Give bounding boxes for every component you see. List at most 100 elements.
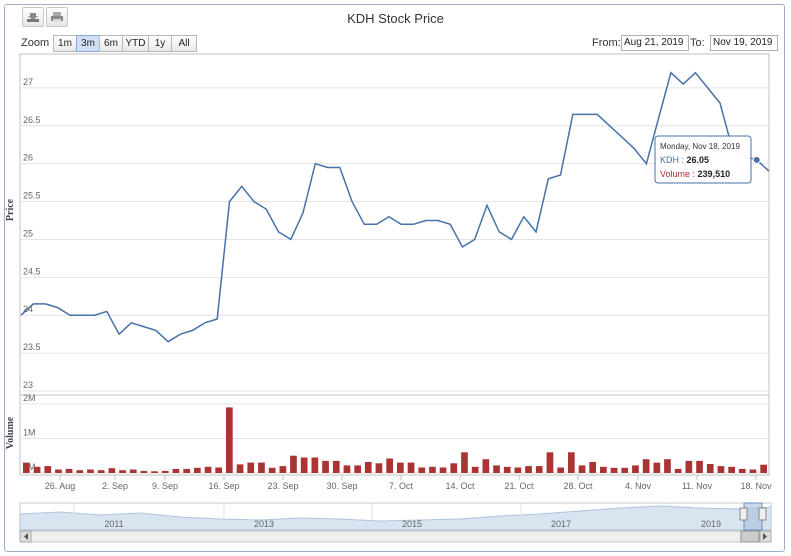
- navigator-year-label: 2019: [701, 519, 721, 529]
- volume-bar: [664, 459, 671, 473]
- volume-bar: [236, 464, 244, 473]
- price-tick-label: 26.5: [23, 115, 41, 125]
- navigator-left-handle[interactable]: [739, 507, 748, 521]
- volume-bar: [674, 468, 682, 473]
- volume-bar: [23, 462, 30, 473]
- volume-bar: [600, 466, 607, 473]
- volume-bar: [300, 457, 308, 473]
- volume-bar: [493, 465, 500, 473]
- x-tick-label: 21. Oct: [504, 481, 534, 491]
- tooltip-price-value: 26.05: [687, 155, 710, 165]
- navigator-year-label: 2015: [402, 519, 422, 529]
- volume-bar: [108, 468, 116, 473]
- volume-bar: [268, 467, 276, 473]
- tooltip-price-label: KDH: [660, 155, 679, 165]
- volume-bar: [482, 459, 490, 473]
- from-date-input[interactable]: Aug 21, 2019: [621, 35, 689, 51]
- volume-bar: [129, 469, 137, 473]
- x-tick-label: 4. Nov: [625, 481, 652, 491]
- tooltip-volume-label: Volume: [660, 169, 690, 179]
- volume-bar: [311, 457, 319, 473]
- volume-bar: [557, 467, 564, 473]
- volume-bar: [429, 466, 436, 473]
- volume-bar: [514, 467, 522, 473]
- tooltip-volume-value: 239,510: [698, 169, 731, 179]
- price-tick-label: 23.5: [23, 342, 41, 352]
- scrollbar-thumb[interactable]: [740, 530, 760, 543]
- volume-bar: [76, 470, 84, 473]
- volume-bar: [44, 466, 52, 473]
- volume-bar: [183, 468, 190, 473]
- tooltip-price-row: KDH : 26.05: [660, 155, 709, 165]
- print-button[interactable]: [46, 7, 68, 27]
- tooltip-volume-row: Volume : 239,510: [660, 169, 730, 179]
- volume-bar: [450, 463, 458, 473]
- volume-bar: [525, 466, 532, 473]
- volume-bar: [696, 460, 703, 473]
- volume-axis-title: Volume: [5, 416, 16, 449]
- volume-bar: [322, 460, 329, 473]
- volume-bar: [33, 466, 41, 473]
- zoom-label: Zoom: [21, 37, 50, 49]
- print-icon: [51, 12, 63, 22]
- volume-tick-label: 2M: [23, 393, 36, 403]
- volume-bar: [610, 467, 618, 473]
- volume-bar: [749, 469, 757, 473]
- volume-bar: [279, 466, 287, 473]
- x-tick-label: 14. Oct: [445, 481, 475, 491]
- volume-bar: [632, 465, 639, 473]
- volume-plot-area: [19, 394, 770, 476]
- volume-bar: [546, 452, 554, 473]
- scrollbar-track[interactable]: [19, 530, 772, 543]
- volume-bar: [343, 465, 351, 473]
- volume-bar: [65, 468, 73, 473]
- volume-bar: [728, 466, 735, 473]
- chart-frame: [4, 4, 785, 552]
- volume-bar: [471, 466, 479, 473]
- volume-bar: [161, 470, 169, 473]
- to-label: To:: [690, 37, 705, 49]
- download-icon: [27, 13, 39, 22]
- price-tick-label: 25: [23, 228, 33, 238]
- volume-bar: [578, 465, 586, 473]
- price-plot-area: [19, 53, 770, 396]
- x-tick-label: 26. Aug: [45, 481, 76, 491]
- hover-point: [752, 155, 761, 164]
- volume-bar: [215, 467, 222, 473]
- volume-bar: [172, 468, 180, 473]
- scroll-right-arrow-icon: [763, 533, 767, 540]
- tooltip: Monday, Nov 18, 2019 KDH : 26.05 Volume …: [654, 135, 752, 184]
- volume-bar: [354, 465, 361, 473]
- volume-bar: [226, 407, 233, 473]
- volume-bar: [397, 462, 404, 473]
- chart-title: KDH Stock Price: [347, 11, 444, 26]
- x-tick-label: 9. Sep: [152, 481, 178, 491]
- x-tick-label: 23. Sep: [267, 481, 298, 491]
- volume-tick-label: 1M: [23, 427, 36, 437]
- volume-bar: [364, 461, 372, 473]
- to-date-input[interactable]: Nov 19, 2019: [710, 35, 778, 51]
- volume-bar: [258, 462, 265, 473]
- volume-bar: [760, 464, 767, 473]
- from-label: From:: [592, 37, 621, 49]
- navigator-right-handle[interactable]: [758, 507, 767, 521]
- price-tick-label: 26: [23, 153, 33, 163]
- volume-bar: [621, 467, 629, 473]
- volume-bar: [194, 467, 201, 473]
- navigator-year-label: 2013: [254, 519, 274, 529]
- volume-bar: [717, 466, 725, 473]
- volume-bar: [290, 455, 297, 473]
- volume-bar: [204, 466, 212, 473]
- download-button[interactable]: [22, 7, 44, 27]
- volume-bar: [503, 466, 511, 473]
- x-tick-label: 16. Sep: [208, 481, 239, 491]
- price-tick-label: 25.5: [23, 191, 41, 201]
- x-tick-label: 11. Nov: [682, 481, 713, 491]
- zoom-all-button[interactable]: All: [171, 35, 197, 52]
- price-tick-label: 23: [23, 380, 33, 390]
- price-axis-title: Price: [5, 198, 16, 221]
- x-tick-label: 18. Nov: [740, 481, 772, 491]
- volume-bar: [151, 471, 158, 473]
- volume-bar: [461, 452, 468, 473]
